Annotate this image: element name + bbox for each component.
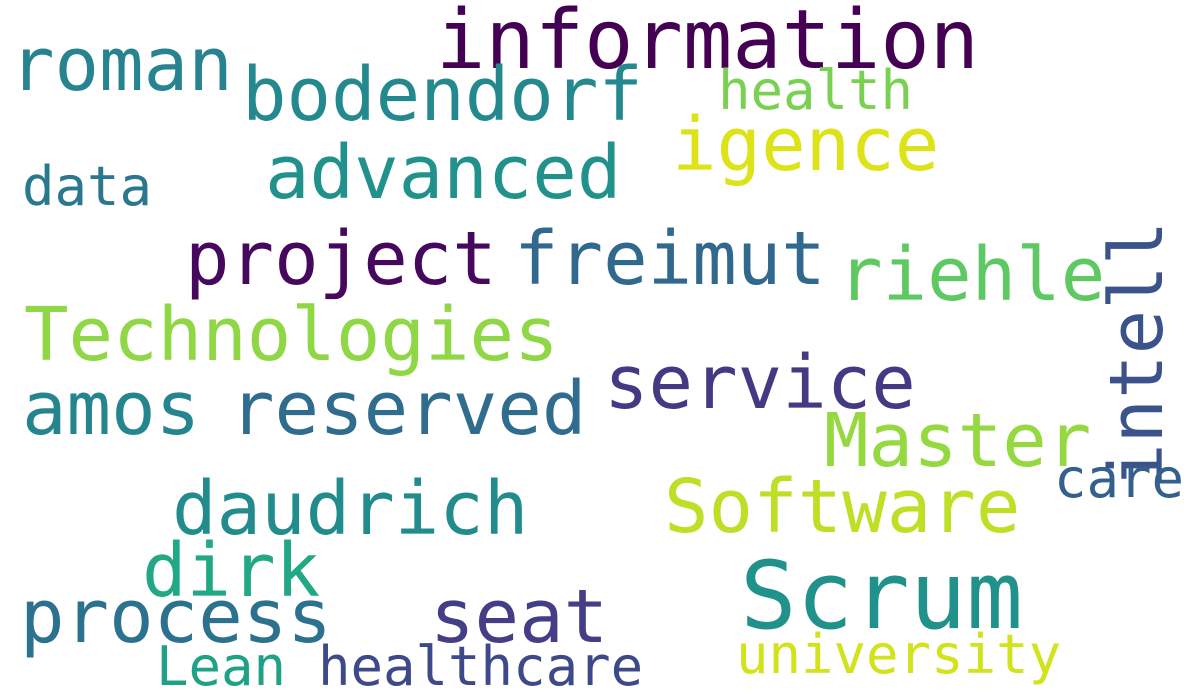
word-project: project [185,216,497,302]
word-amos: amos [22,366,201,452]
word-roman: roman [10,22,233,108]
word-daudrich: daudrich [172,466,529,552]
word-university: university [736,623,1062,686]
word-data: data [22,155,153,218]
word-scrum: Scrum [740,542,1023,651]
word-seat: seat [430,574,609,660]
word-dirk: dirk [142,528,321,614]
word-riehle: riehle [838,232,1106,318]
word-bodendorf: bodendorf [242,52,643,138]
word-healthcare: healthcare [318,635,644,698]
word-information: information [436,0,980,88]
word-igence: igence [672,102,940,188]
word-freimut: freimut [514,216,826,302]
word-master: Master [824,398,1092,484]
word-advanced: advanced [265,130,622,216]
word-process: process [20,574,332,660]
word-software: Software [664,464,1021,550]
word-reserved: reserved [230,366,587,452]
word-lean: Lean [156,635,287,698]
word-care: care [1054,447,1185,510]
word-health: health [718,59,914,122]
word-service: service [604,340,916,426]
word-technologies: Technologies [24,292,559,378]
